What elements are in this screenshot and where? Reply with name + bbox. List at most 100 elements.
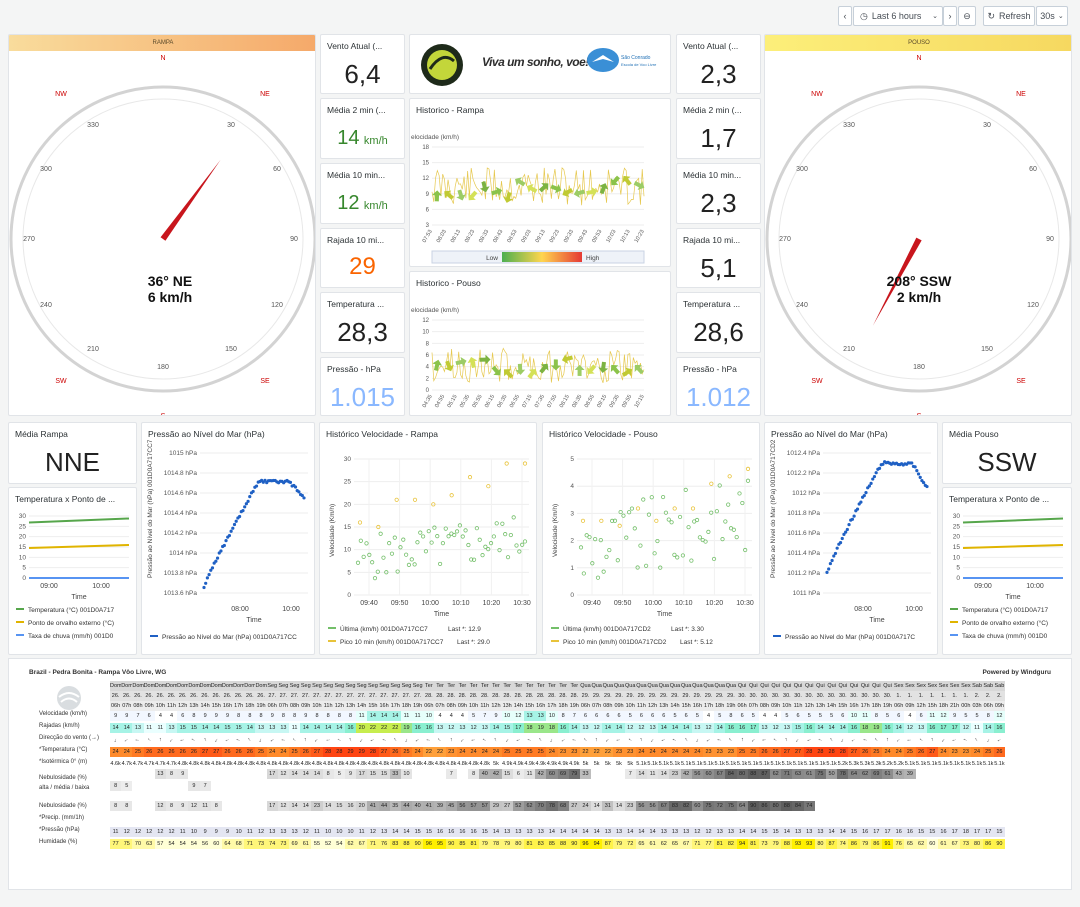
forecast-cell: 6 — [512, 769, 524, 779]
pressure-chart-pouso: Pressão ao Nível do Mar (hPa) Pressão ao… — [764, 422, 938, 655]
forecast-cell: 27 — [210, 747, 222, 757]
forecast-cell: 6 — [915, 711, 927, 721]
forecast-cell: 26 — [300, 747, 312, 757]
y-tick: 4 — [426, 365, 430, 371]
forecast-cell: 13 — [803, 827, 815, 837]
forecast-cell: 4.8k — [199, 759, 211, 769]
wind-arrow — [538, 183, 549, 193]
forecast-cell: 6 — [591, 711, 603, 721]
forecast-header-cell: 27. — [333, 691, 345, 701]
forecast-cell: 7 — [479, 711, 491, 721]
forecast-cell: 65 — [669, 839, 681, 849]
forecast-cell — [691, 781, 703, 791]
legend-swatch — [773, 635, 781, 637]
forecast-row-label: *Precip. (mm/1h) — [39, 815, 85, 821]
pressure-point — [918, 475, 922, 479]
forecast-cell: 11 — [154, 723, 166, 733]
forecast-header-cell: 06h — [423, 701, 435, 711]
forecast-header-cell: 27. — [400, 691, 413, 701]
forecast-header-cell: Sex — [926, 681, 938, 691]
pressure-point — [925, 484, 929, 489]
forecast-cell: 68 — [233, 839, 245, 849]
time-forward-button[interactable]: › — [943, 6, 957, 26]
forecast-cell: 6 — [143, 711, 155, 721]
forecast-cell: 7 — [132, 711, 144, 721]
forecast-cell: 4.8k — [188, 759, 200, 769]
tick-180: 180 — [157, 364, 169, 371]
forecast-cell: 62 — [658, 839, 670, 849]
forecast-cell — [960, 781, 972, 791]
forecast-cell — [982, 769, 994, 779]
hist-ylabel: elocidade (km/h) — [411, 134, 459, 141]
forecast-cell — [356, 781, 368, 791]
pressure-point — [916, 472, 921, 476]
forecast-cell: 13 — [658, 827, 670, 837]
last-point — [655, 538, 660, 544]
forecast-cell: 5.1k — [937, 759, 950, 769]
y-tick: 1013.6 hPa — [164, 590, 198, 597]
tick-120: 120 — [271, 302, 283, 309]
forecast-cell: 94 — [736, 839, 748, 849]
stat-avg2-rampa: Média 2 min (... 14 km/h — [320, 98, 405, 159]
forecast-cell: 23 — [311, 801, 323, 811]
forecast-header-cell: 12h — [490, 701, 502, 711]
forecast-cell: 4.8k — [210, 759, 222, 769]
refresh-interval-picker[interactable]: 30s ⌄ — [1036, 6, 1068, 26]
time-back-button[interactable]: ‹ — [838, 6, 852, 26]
x-tick: 08:13 — [450, 229, 462, 244]
forecast-cell: 12 — [277, 769, 289, 779]
forecast-cell: 10 — [423, 711, 435, 721]
wind-arrow — [621, 367, 633, 377]
last-point — [474, 526, 479, 531]
forecast-header-cell: 09h — [904, 701, 916, 711]
refresh-button[interactable]: ↻ Refresh — [983, 6, 1035, 26]
forecast-cell: 8 — [322, 769, 334, 779]
last-point — [426, 529, 431, 534]
time-range-picker[interactable]: ◷ Last 6 hours ⌄ — [853, 6, 943, 26]
forecast-cell: 14 — [311, 723, 323, 733]
forecast-cell: 10 — [188, 827, 200, 837]
forecast-cell: 71 — [244, 839, 256, 849]
y-tick: 3 — [426, 223, 430, 229]
forecast-header-cell: 10h — [311, 701, 323, 711]
last-point — [689, 558, 694, 563]
forecast-header-cell: Qui — [837, 681, 849, 691]
forecast-header-cell: 16h — [378, 701, 390, 711]
tick-90: 90 — [290, 236, 298, 243]
forecast-cell — [389, 781, 401, 791]
forecast-cell: 5.1k — [971, 759, 983, 769]
forecast-cell — [333, 781, 345, 791]
forecast-cell — [971, 781, 983, 791]
forecast-header-cell: 16h — [848, 701, 860, 711]
compass-needle-pouso — [872, 237, 922, 326]
forecast-cell: 61 — [803, 769, 815, 779]
forecast-cell: 5.2k — [837, 759, 849, 769]
forecast-cell: 24 — [579, 801, 592, 811]
rampa-bar: RAMPA — [9, 35, 315, 51]
y-tick: 1012 hPa — [792, 490, 820, 497]
forecast-header-cell: 27. — [412, 691, 424, 701]
forecast-cell: 17 — [356, 769, 368, 779]
zoom-out-button[interactable]: ⊖ — [958, 6, 976, 26]
forecast-cell: 24 — [479, 747, 491, 757]
last-point — [514, 543, 519, 548]
forecast-cell: 14 — [826, 723, 838, 733]
forecast-cell: 4.8k — [423, 759, 435, 769]
last-point — [578, 545, 584, 550]
forecast-cell: 82 — [725, 839, 737, 849]
forecast-cell: 14 — [658, 723, 670, 733]
last-point — [697, 535, 702, 540]
forecast-cell: 14 — [893, 723, 905, 733]
forecast-cell — [523, 781, 536, 791]
last-point — [494, 521, 499, 526]
forecast-cell: 16 — [926, 723, 938, 733]
forecast-header-cell: Qui — [859, 681, 871, 691]
forecast-cell: 5.1k — [826, 759, 838, 769]
forecast-header-cell: 29. — [613, 691, 625, 701]
compass-direction-rampa: 36° NE — [148, 273, 193, 289]
cardinal-ne: NE — [260, 91, 270, 98]
forecast-header-cell: 13h — [814, 701, 826, 711]
pressure-point — [864, 491, 868, 495]
peak-point — [394, 497, 399, 502]
forecast-cell: 5k — [579, 759, 592, 769]
